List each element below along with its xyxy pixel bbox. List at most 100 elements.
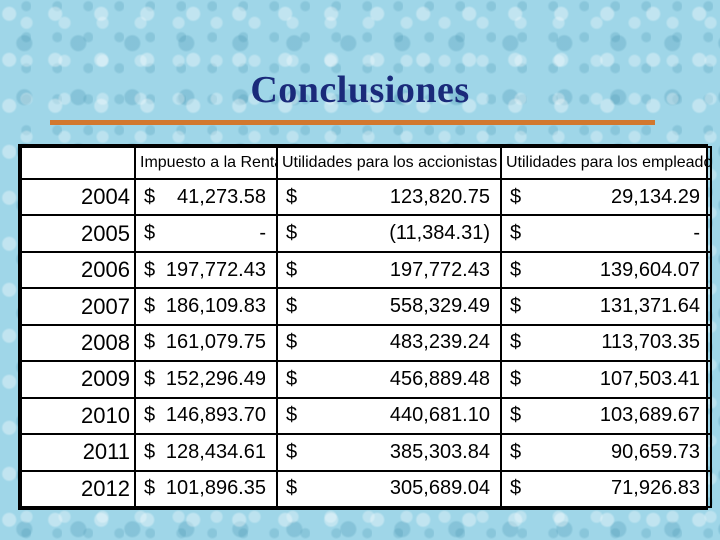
empleados-value: 107,503.41 <box>599 367 700 390</box>
currency-symbol: $ <box>510 295 522 318</box>
accionistas-value: 123,820.75 <box>389 185 490 208</box>
empleados-value: 103,689.67 <box>599 404 700 427</box>
table-header-row: Impuesto a la Renta Utilidades para los … <box>20 146 712 180</box>
currency-symbol: $ <box>144 295 156 318</box>
year-cell: 2005 <box>20 214 136 253</box>
accionistas-cell: $123,820.75 <box>276 177 502 217</box>
table-row: 2006 $197,772.43 $197,772.43 $139,604.07 <box>20 250 712 290</box>
year-cell: 2007 <box>20 287 136 326</box>
year-cell: 2006 <box>20 250 136 290</box>
header-accionistas: Utilidades para los accionistas <box>276 146 502 180</box>
empleados-cell: $71,926.83 <box>500 469 712 508</box>
currency-symbol: $ <box>286 258 298 281</box>
year-cell: 2009 <box>20 360 136 399</box>
empleados-cell: $29,134.29 <box>500 177 712 217</box>
currency-symbol: $ <box>510 367 522 390</box>
accionistas-value: 456,889.48 <box>389 367 490 390</box>
header-impuesto: Impuesto a la Renta <box>134 146 278 180</box>
impuesto-cell: $128,434.61 <box>134 433 278 472</box>
table-body: 2004 $41,273.58 $123,820.75 $29,134.29 2005 $… <box>20 177 712 508</box>
impuesto-value: 186,109.83 <box>165 295 266 318</box>
accionistas-cell: $197,772.43 <box>276 250 502 290</box>
accionistas-value: 483,239.24 <box>389 331 490 354</box>
impuesto-cell: $101,896.35 <box>134 469 278 508</box>
empleados-value: 131,371.64 <box>599 295 700 318</box>
currency-symbol: $ <box>286 222 298 245</box>
impuesto-cell: $ - <box>134 214 278 253</box>
currency-symbol: $ <box>286 440 298 463</box>
table-row: 2005 $ - $ (11,384.31) $ - <box>20 214 712 253</box>
accionistas-cell: $456,889.48 <box>276 360 502 399</box>
empleados-value: - <box>693 222 700 245</box>
year-cell: 2010 <box>20 396 136 436</box>
year-cell: 2012 <box>20 469 136 508</box>
header-empty <box>20 146 136 180</box>
accionistas-value: 305,689.04 <box>389 477 490 500</box>
currency-symbol: $ <box>510 258 522 281</box>
currency-symbol: $ <box>286 367 298 390</box>
currency-symbol: $ <box>510 331 522 354</box>
impuesto-cell: $41,273.58 <box>134 177 278 217</box>
impuesto-cell: $197,772.43 <box>134 250 278 290</box>
impuesto-value: 197,772.43 <box>165 258 266 281</box>
table-row: 2010 $146,893.70 $440,681.10 $103,689.67 <box>20 396 712 436</box>
accionistas-cell: $558,329.49 <box>276 287 502 326</box>
accionistas-value: (11,384.31) <box>389 222 490 245</box>
empleados-cell: $139,604.07 <box>500 250 712 290</box>
table-row: 2011 $128,434.61 $385,303.84 $90,659.73 <box>20 433 712 472</box>
empleados-cell: $113,703.35 <box>500 323 712 363</box>
accionistas-cell: $ (11,384.31) <box>276 214 502 253</box>
currency-symbol: $ <box>144 258 156 281</box>
currency-symbol: $ <box>144 331 156 354</box>
impuesto-value: 41,273.58 <box>177 185 266 208</box>
currency-symbol: $ <box>144 185 156 208</box>
currency-symbol: $ <box>510 185 522 208</box>
results-table: Impuesto a la Renta Utilidades para los … <box>20 146 712 508</box>
empleados-value: 29,134.29 <box>611 185 700 208</box>
currency-symbol: $ <box>144 440 156 463</box>
empleados-cell: $90,659.73 <box>500 433 712 472</box>
empleados-value: 71,926.83 <box>611 477 700 500</box>
impuesto-cell: $146,893.70 <box>134 396 278 436</box>
currency-symbol: $ <box>144 367 156 390</box>
accionistas-cell: $305,689.04 <box>276 469 502 508</box>
accionistas-value: 385,303.84 <box>389 440 490 463</box>
currency-symbol: $ <box>286 404 298 427</box>
accionistas-value: 197,772.43 <box>389 258 490 281</box>
empleados-cell: $107,503.41 <box>500 360 712 399</box>
impuesto-cell: $186,109.83 <box>134 287 278 326</box>
empleados-value: 90,659.73 <box>611 440 700 463</box>
table-row: 2007 $186,109.83 $558,329.49 $131,371.64 <box>20 287 712 326</box>
currency-symbol: $ <box>286 331 298 354</box>
accionistas-cell: $440,681.10 <box>276 396 502 436</box>
impuesto-cell: $161,079.75 <box>134 323 278 363</box>
table-row: 2009 $152,296.49 $456,889.48 $107,503.41 <box>20 360 712 399</box>
currency-symbol: $ <box>144 404 156 427</box>
impuesto-cell: $152,296.49 <box>134 360 278 399</box>
impuesto-value: 146,893.70 <box>165 404 266 427</box>
impuesto-value: 161,079.75 <box>165 331 266 354</box>
empleados-value: 139,604.07 <box>599 258 700 281</box>
header-empleados: Utilidades para los empleados <box>500 146 712 180</box>
year-cell: 2008 <box>20 323 136 363</box>
currency-symbol: $ <box>286 477 298 500</box>
year-cell: 2004 <box>20 177 136 217</box>
empleados-cell: $131,371.64 <box>500 287 712 326</box>
currency-symbol: $ <box>286 185 298 208</box>
currency-symbol: $ <box>510 404 522 427</box>
accionistas-cell: $385,303.84 <box>276 433 502 472</box>
currency-symbol: $ <box>144 477 156 500</box>
impuesto-value: 101,896.35 <box>165 477 266 500</box>
year-cell: 2011 <box>20 433 136 472</box>
slide-title: Conclusiones <box>250 69 470 111</box>
currency-symbol: $ <box>144 222 156 245</box>
table-row: 2004 $41,273.58 $123,820.75 $29,134.29 <box>20 177 712 217</box>
accionistas-value: 558,329.49 <box>389 295 490 318</box>
currency-symbol: $ <box>510 440 522 463</box>
accionistas-value: 440,681.10 <box>389 404 490 427</box>
currency-symbol: $ <box>286 295 298 318</box>
impuesto-value: 128,434.61 <box>165 440 266 463</box>
empleados-cell: $103,689.67 <box>500 396 712 436</box>
empleados-cell: $ - <box>500 214 712 253</box>
impuesto-value: 152,296.49 <box>165 367 266 390</box>
